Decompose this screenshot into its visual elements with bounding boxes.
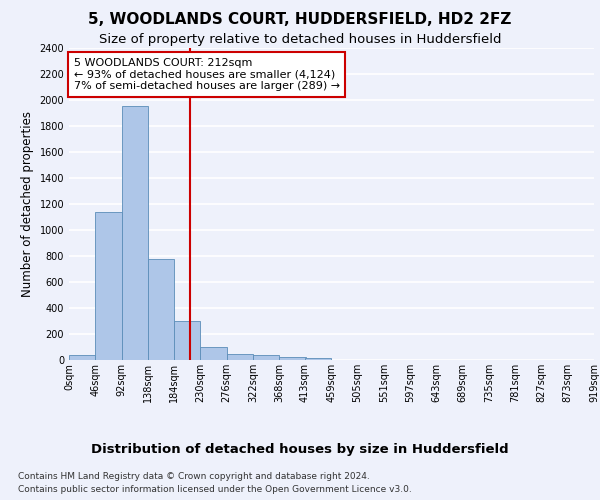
Bar — [122, 106, 148, 360]
Text: Contains HM Land Registry data © Crown copyright and database right 2024.: Contains HM Land Registry data © Crown c… — [18, 472, 370, 481]
Y-axis label: Number of detached properties: Number of detached properties — [21, 111, 34, 296]
Text: Distribution of detached houses by size in Huddersfield: Distribution of detached houses by size … — [91, 442, 509, 456]
Text: 5 WOODLANDS COURT: 212sqm
← 93% of detached houses are smaller (4,124)
7% of sem: 5 WOODLANDS COURT: 212sqm ← 93% of detac… — [74, 58, 340, 91]
Text: Contains public sector information licensed under the Open Government Licence v3: Contains public sector information licen… — [18, 485, 412, 494]
Bar — [200, 347, 227, 360]
Bar — [95, 212, 122, 360]
Bar — [253, 355, 279, 360]
Bar — [279, 356, 305, 360]
Text: Size of property relative to detached houses in Huddersfield: Size of property relative to detached ho… — [99, 32, 501, 46]
Bar — [174, 321, 200, 360]
Bar — [148, 259, 174, 360]
Bar — [227, 354, 253, 360]
Text: 5, WOODLANDS COURT, HUDDERSFIELD, HD2 2FZ: 5, WOODLANDS COURT, HUDDERSFIELD, HD2 2F… — [88, 12, 512, 28]
Bar — [69, 356, 95, 360]
Bar — [305, 358, 331, 360]
